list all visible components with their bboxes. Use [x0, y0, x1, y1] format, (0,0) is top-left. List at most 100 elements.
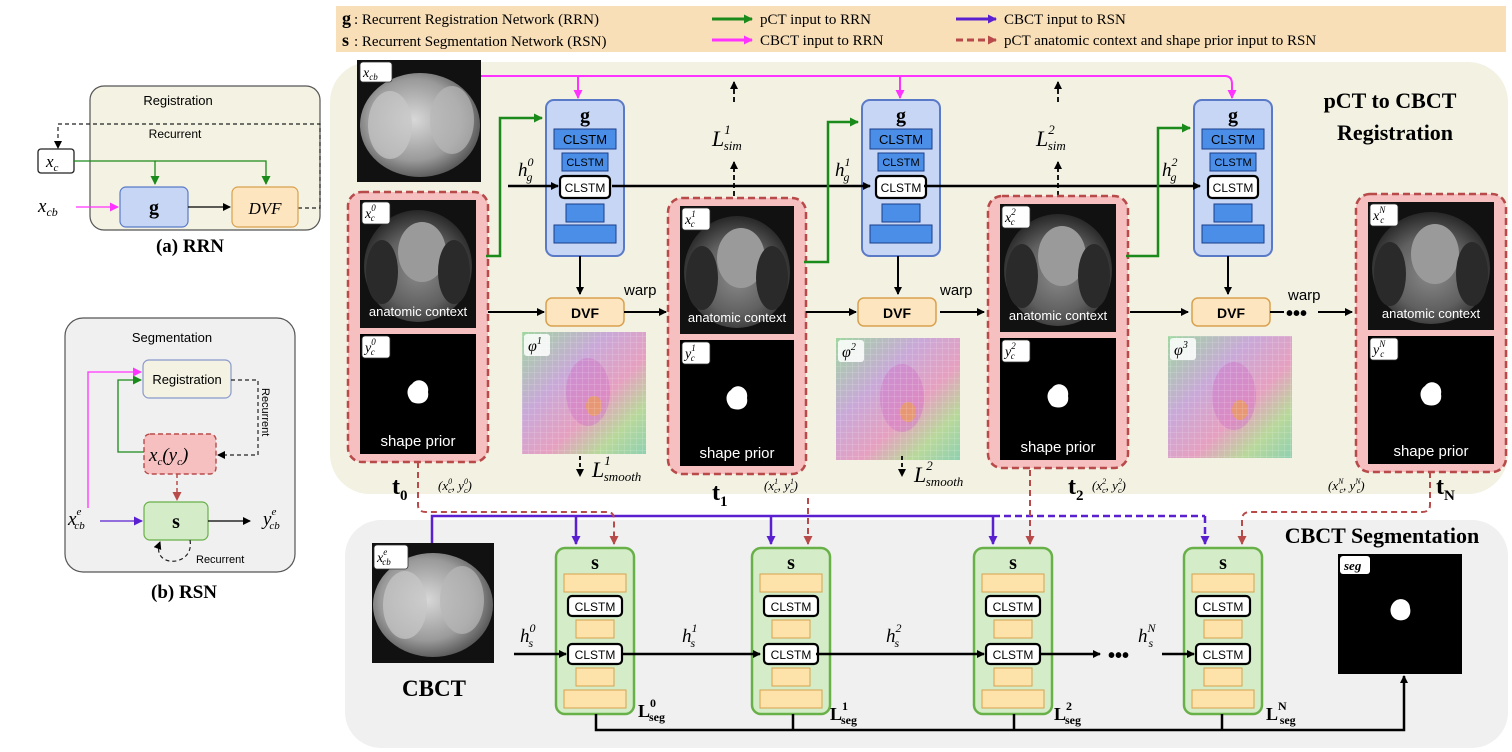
clstm-label: CLSTM: [771, 600, 812, 614]
rsn-caption: (b) RSN: [151, 582, 217, 603]
rsn-registration-box: [142, 359, 232, 399]
registration-title-line1: pCT to CBCT: [1324, 88, 1457, 113]
rrn-dvf: DVF: [247, 199, 282, 218]
clstm-label: CLSTM: [575, 648, 616, 662]
dvf-field-1: φ1: [522, 332, 646, 454]
clstm-label: CLSTM: [993, 600, 1034, 614]
rrn-dvf-box: [231, 186, 299, 228]
purple-line-main: [430, 514, 993, 543]
clstm-label: CLSTM: [1203, 648, 1244, 662]
yc-label: y2 c: [1003, 341, 1016, 361]
pct-frame-0: x0 c anatomic context y0 c shape prior t0 (x0 c,…: [346, 190, 490, 504]
cbct-label: CBCT: [402, 676, 466, 701]
seg-output-image: seg: [1338, 554, 1462, 674]
warp-dots: •••: [1286, 303, 1307, 325]
red-frame0-to-s1: [417, 462, 619, 545]
rsn-xcyc-box: [143, 433, 217, 475]
hs0: h0 s: [520, 621, 536, 650]
rrn-title: Registration: [143, 93, 212, 108]
s-label: s: [787, 552, 795, 574]
seg-loss-2: L2 seg: [1054, 699, 1081, 727]
yc-label: yN c: [1371, 339, 1386, 359]
seg-loss-1: L1 seg: [830, 699, 857, 727]
rsn-panel: Segmentation Registration Recurrent xc(y…: [64, 317, 296, 603]
dvf-label: DVF: [571, 305, 599, 321]
segmentation-title: CBCT Segmentation: [1285, 523, 1480, 548]
clstm-label: CLSTM: [879, 132, 923, 147]
g-label: g: [1228, 105, 1238, 127]
hs2: h2 s: [886, 621, 902, 650]
smooth-loss-1: L1 smooth: [591, 453, 641, 484]
rsn-xcyc: xc(yc): [148, 445, 188, 468]
time-label: tN: [1436, 474, 1455, 504]
bottom-collector: [594, 675, 1408, 732]
phi-label: φ3: [1174, 340, 1188, 359]
xc-label: xN c: [1372, 205, 1386, 225]
green-frame2-to-g3: [1126, 123, 1191, 258]
shape-prior-label: shape prior: [1393, 443, 1468, 460]
warp-label-1: warp: [623, 282, 657, 299]
hs1: h1 s: [682, 621, 698, 650]
hsN: hN s: [1138, 621, 1157, 650]
dvf-field-3: φ3: [1168, 336, 1292, 458]
red-frameN-to-s4: [1237, 472, 1431, 545]
s-block-4: s CLSTM CLSTM: [1182, 546, 1264, 716]
shape-prior-label: shape prior: [380, 433, 455, 450]
anatomic-context-label: anatomic context: [688, 310, 787, 325]
clstm-label: CLSTM: [566, 157, 603, 169]
clstm-label: CLSTM: [1214, 157, 1251, 169]
shape-prior-label: shape prior: [1020, 439, 1095, 456]
time-label: t1: [712, 480, 728, 510]
dvf-box-2: DVF: [857, 297, 937, 327]
rsn-green-loop: [117, 375, 144, 453]
hg2: h2 g: [1162, 155, 1178, 184]
clstm-label: CLSTM: [882, 157, 919, 169]
s-label: s: [1219, 552, 1227, 574]
clstm-label: CLSTM: [1211, 132, 1255, 147]
dvf-field-2: φ2: [836, 338, 960, 460]
phi-label: φ1: [528, 336, 542, 355]
time-label: t2: [1068, 474, 1084, 504]
clstm-label: CLSTM: [575, 600, 616, 614]
hs-dots: •••: [1108, 645, 1129, 667]
phi-label: φ2: [842, 342, 856, 361]
s-block-3: s CLSTM CLSTM: [972, 546, 1054, 716]
anatomic-context-label: anatomic context: [1009, 308, 1108, 323]
hg1: h1 g: [835, 155, 851, 184]
legend-s-key: s: [342, 30, 349, 50]
green-frame1-to-g2: [804, 117, 859, 264]
legend-background: [336, 6, 1506, 52]
g-label: g: [896, 105, 906, 127]
s-block-1: s CLSTM CLSTM: [554, 546, 636, 716]
clstm-label: CLSTM: [1213, 181, 1254, 195]
xc-label: x2 c: [1004, 207, 1016, 227]
rsn-input: xe cb: [67, 506, 85, 532]
smooth-loss-2: L2 smooth: [913, 458, 963, 489]
cbct-input-image: xcb: [357, 60, 481, 182]
registration-title-line2: Registration: [1337, 120, 1453, 145]
pct-frame-2: x2 c anatomic context y2 c shape prior t2 (x2 c,…: [986, 194, 1130, 504]
s-label: s: [591, 552, 599, 574]
g-block-2: g CLSTM CLSTM CLSTM: [861, 99, 941, 257]
anatomic-context-label: anatomic context: [1382, 306, 1481, 321]
sim-loss-1: L1 sim: [711, 122, 742, 153]
dvf-box-3: DVF: [1191, 297, 1271, 327]
legend-cbct-to-rsn: CBCT input to RSN: [1004, 12, 1126, 28]
rsn-output: ye cb: [261, 506, 280, 532]
rsn-registration: Registration: [152, 372, 221, 387]
rsn-s: s: [172, 511, 180, 533]
g-block-3: g CLSTM CLSTM CLSTM: [1193, 99, 1273, 257]
time-label: t0: [392, 474, 408, 504]
pair-label: (x1 c, y1 c): [764, 477, 798, 495]
clstm-label: CLSTM: [771, 648, 812, 662]
g-block-1: g CLSTM CLSTM CLSTM: [545, 99, 625, 257]
xc-label: x0 c: [364, 203, 376, 223]
legend-s-desc: : Recurrent Segmentation Network (RSN): [354, 34, 606, 50]
rsn-reg-recurrent: [217, 379, 259, 459]
s-block-2: s CLSTM CLSTM: [750, 546, 832, 716]
segmentation-section: CBCT Segmentation xe cb CBCT sCLSTMCLSTMs…: [345, 462, 1508, 748]
s-label: s: [1009, 552, 1017, 574]
green-frame0-to-g1: [486, 113, 543, 258]
seg-loss-0: L0 seg: [638, 696, 665, 724]
legend-g-key: g: [342, 8, 351, 28]
